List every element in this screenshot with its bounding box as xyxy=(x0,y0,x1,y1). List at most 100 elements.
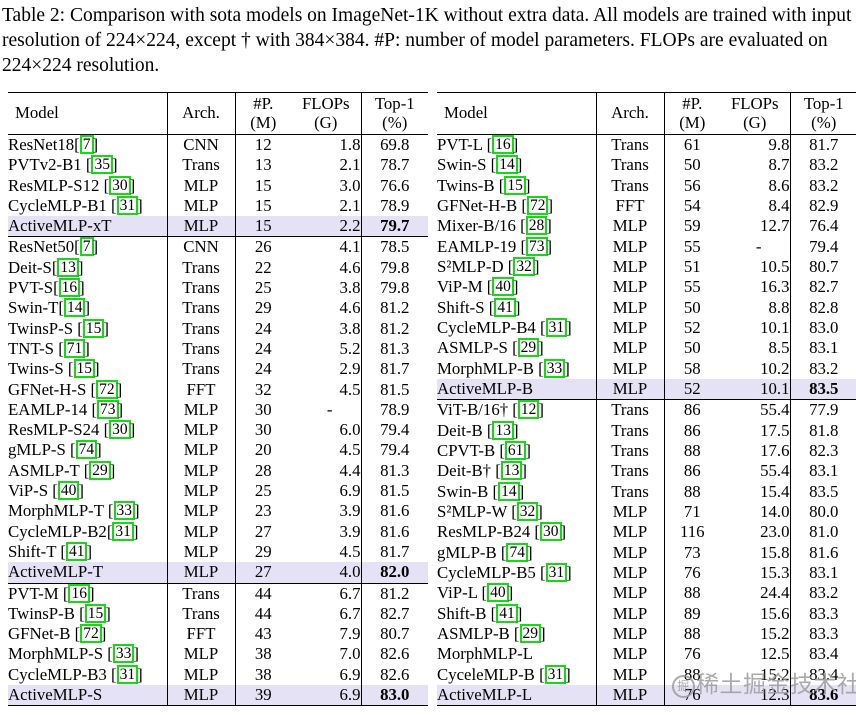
citation-link[interactable]: 32 xyxy=(517,502,539,521)
citation-link[interactable]: 72 xyxy=(527,196,549,215)
citation-link[interactable]: 30 xyxy=(540,522,562,541)
arch-cell: MLP xyxy=(596,665,664,685)
citation-link[interactable]: 12 xyxy=(518,400,540,419)
model-cell: gMLP-S [74] xyxy=(8,440,167,460)
citation-link[interactable]: 7 xyxy=(80,135,94,154)
arch-cell: FFT xyxy=(167,380,235,400)
citation-link[interactable]: 31 xyxy=(117,665,139,684)
citation-link[interactable]: 74 xyxy=(506,543,528,562)
flops-cell: 12.7 xyxy=(720,216,790,236)
citation-link[interactable]: 33 xyxy=(544,359,566,378)
flops-cell: 9.8 xyxy=(720,135,790,156)
citation-link[interactable]: 41 xyxy=(496,604,518,623)
model-name: EAMLP-19 [ xyxy=(437,237,526,256)
citation-link[interactable]: 73 xyxy=(97,400,119,419)
model-bracket: ] xyxy=(525,176,531,195)
model-cell: CPVT-B [61] xyxy=(437,441,596,461)
citation-link[interactable]: 31 xyxy=(545,665,567,684)
arch-cell: MLP xyxy=(167,461,235,481)
citation-link[interactable]: 73 xyxy=(526,237,548,256)
params-cell: 71 xyxy=(664,502,720,522)
table-caption: Table 2: Comparison with sota models on … xyxy=(2,3,854,78)
model-bracket: ] xyxy=(130,420,136,439)
citation-link[interactable]: 33 xyxy=(114,501,136,520)
citation-link[interactable]: 28 xyxy=(526,216,548,235)
flops-cell: 15.6 xyxy=(720,604,790,624)
model-cell: PVT-M [16] xyxy=(8,583,167,604)
params-cell: 15 xyxy=(235,196,291,216)
citation-link[interactable]: 72 xyxy=(96,380,118,399)
arch-cell: MLP xyxy=(596,359,664,379)
citation-link[interactable]: 35 xyxy=(91,155,113,174)
citation-link[interactable]: 14 xyxy=(498,482,520,501)
citation-link[interactable]: 7 xyxy=(80,237,94,256)
citation-link[interactable]: 33 xyxy=(113,644,135,663)
citation-link[interactable]: 40 xyxy=(487,583,509,602)
top1-cell: 79.4 xyxy=(361,420,428,440)
citation-link[interactable]: 14 xyxy=(64,298,86,317)
citation-link[interactable]: 31 xyxy=(546,318,568,337)
citation-link[interactable]: 40 xyxy=(58,481,80,500)
citation-link[interactable]: 61 xyxy=(505,441,527,460)
model-bracket: ] xyxy=(566,318,572,337)
top1-cell: 82.7 xyxy=(790,277,856,297)
citation-link[interactable]: 71 xyxy=(64,339,86,358)
citation-link[interactable]: 15 xyxy=(85,604,107,623)
citation-link[interactable]: 15 xyxy=(83,319,105,338)
model-bracket: ] xyxy=(137,196,143,215)
citation-link[interactable]: 31 xyxy=(117,196,139,215)
citation-link[interactable]: 16 xyxy=(492,135,514,154)
column-header: Arch. xyxy=(167,93,235,135)
params-cell: 32 xyxy=(235,380,291,400)
top1-cell: 81.7 xyxy=(361,359,428,379)
flops-cell: - xyxy=(720,237,790,257)
citation-link[interactable]: 72 xyxy=(80,624,102,643)
params-cell: 13 xyxy=(235,155,291,175)
citation-link[interactable]: 14 xyxy=(496,155,518,174)
arch-cell: Trans xyxy=(596,441,664,461)
citation-link[interactable]: 31 xyxy=(112,522,134,541)
arch-cell: Trans xyxy=(596,421,664,441)
citation-link[interactable]: 15 xyxy=(504,176,526,195)
citation-link[interactable]: 41 xyxy=(66,542,88,561)
arch-cell: MLP xyxy=(596,604,664,624)
citation-link[interactable]: 41 xyxy=(494,298,516,317)
top1-cell: 81.6 xyxy=(361,501,428,521)
model-bracket: ] xyxy=(513,277,519,296)
citation-link[interactable]: 13 xyxy=(57,258,79,277)
citation-link[interactable]: 40 xyxy=(492,277,514,296)
top1-cell: 82.6 xyxy=(361,665,428,685)
column-header: #P.(M) xyxy=(664,93,720,135)
citation-link[interactable]: 29 xyxy=(518,338,540,357)
model-bracket: ] xyxy=(112,155,118,174)
citation-link[interactable]: 30 xyxy=(109,420,131,439)
params-cell: 58 xyxy=(664,359,720,379)
model-cell: ActiveMLP-B xyxy=(437,379,596,400)
flops-cell: 10.2 xyxy=(720,359,790,379)
citation-link[interactable]: 29 xyxy=(520,624,542,643)
arch-cell: MLP xyxy=(167,420,235,440)
citation-link[interactable]: 31 xyxy=(546,563,568,582)
top1-cell: 81.8 xyxy=(790,421,856,441)
model-name: S²MLP-W [ xyxy=(437,502,517,521)
citation-link[interactable]: 29 xyxy=(89,461,111,480)
citation-link[interactable]: 16 xyxy=(59,278,81,297)
model-bracket: ] xyxy=(133,644,139,663)
citation-link[interactable]: 74 xyxy=(76,440,98,459)
citation-link[interactable]: 16 xyxy=(68,584,90,603)
arch-cell: MLP xyxy=(167,216,235,237)
citation-link[interactable]: 13 xyxy=(492,421,514,440)
citation-link[interactable]: 30 xyxy=(109,176,131,195)
top1-cell: 81.3 xyxy=(361,461,428,481)
citation-link[interactable]: 32 xyxy=(513,257,535,276)
citation-link[interactable]: 15 xyxy=(74,359,96,378)
citation-link[interactable]: 13 xyxy=(501,461,523,480)
top1-cell: 83.0 xyxy=(361,685,428,706)
arch-cell: MLP xyxy=(596,522,664,542)
